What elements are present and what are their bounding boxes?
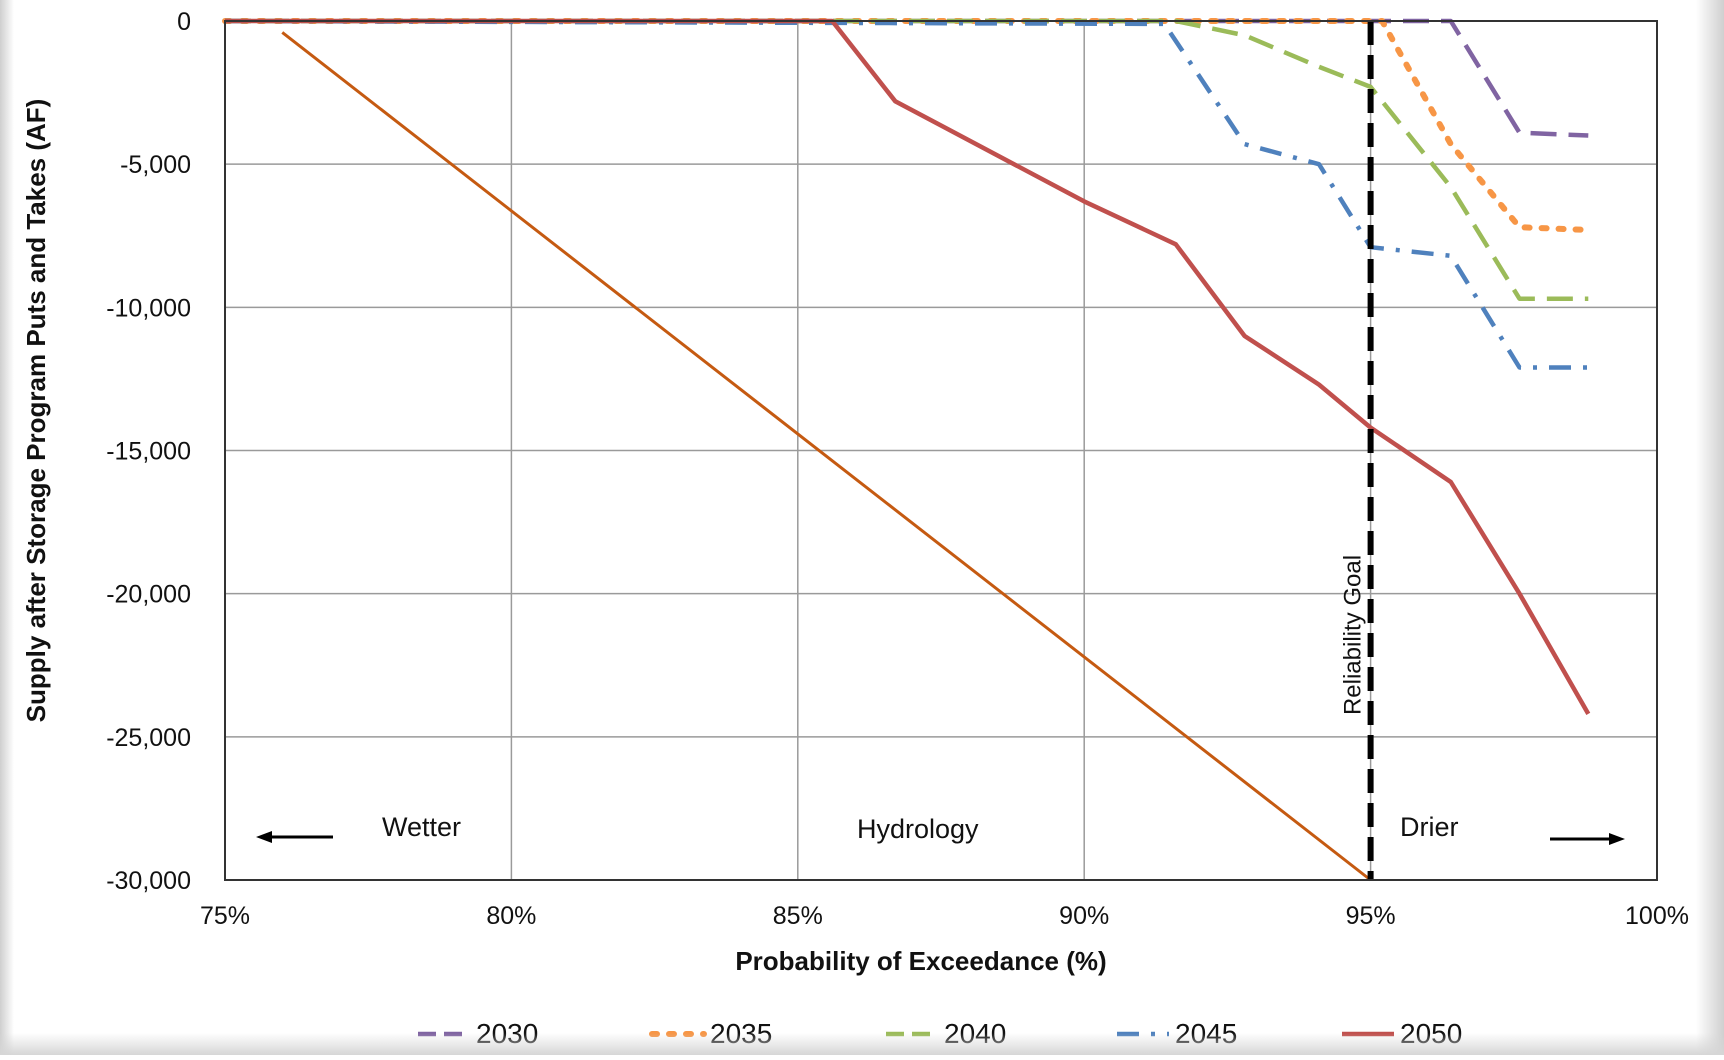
- legend-label-2045: 2045: [1175, 1018, 1237, 1049]
- grid-layer: [225, 21, 1657, 880]
- x-tick-label: 80%: [486, 902, 536, 930]
- series-line-2030: [225, 18, 1589, 138]
- series-line-2045: [224, 18, 1589, 370]
- legend-label-2035: 2035: [710, 1018, 772, 1049]
- y-tick-label: -5,000: [120, 151, 191, 179]
- legend-label-2030: 2030: [476, 1018, 538, 1049]
- x-tick-label: 95%: [1346, 902, 1396, 930]
- y-tick-label: -30,000: [106, 867, 191, 895]
- right-arrowhead-icon: [1609, 833, 1625, 845]
- x-tick-label: 90%: [1059, 902, 1109, 930]
- legend-label-2040: 2040: [944, 1018, 1006, 1049]
- x-tick-label: 75%: [200, 902, 250, 930]
- y-tick-label: -15,000: [106, 438, 191, 466]
- legend: 2030 2035 2040 2045 2050: [418, 1018, 1462, 1049]
- reliability-goal-label: Reliability Goal: [1340, 555, 1367, 715]
- drier-label: Drier: [1400, 812, 1459, 842]
- wetter-label: Wetter: [382, 812, 461, 842]
- axis-layer: 75% 80% 85% 90% 95% 100% 0 -5,000 -10,000 -15,000…: [21, 8, 1689, 976]
- y-axis-title: Supply after Storage Program Puts and Ta…: [21, 99, 51, 723]
- legend-label-2050: 2050: [1400, 1018, 1462, 1049]
- x-tick-label: 85%: [773, 902, 823, 930]
- series-line-2040: [225, 18, 1589, 301]
- overlay-diagonal-line: [281, 31, 1372, 882]
- hydrology-label: Hydrology: [857, 814, 979, 844]
- plot-border: [224, 20, 1658, 881]
- y-tick-label: 0: [177, 8, 191, 36]
- series-line-2035: [222, 18, 1592, 233]
- x-axis-title: Probability of Exceedance (%): [735, 946, 1106, 976]
- series-line-2050: [225, 18, 1591, 716]
- y-tick-label: -10,000: [106, 294, 191, 322]
- x-tick-label: 100%: [1625, 902, 1689, 930]
- left-arrowhead-icon: [256, 831, 272, 843]
- y-tick-label: -25,000: [106, 724, 191, 752]
- y-tick-label: -20,000: [106, 581, 191, 609]
- annotation-layer: Reliability Goal Wetter Hydrology Drier: [256, 21, 1625, 880]
